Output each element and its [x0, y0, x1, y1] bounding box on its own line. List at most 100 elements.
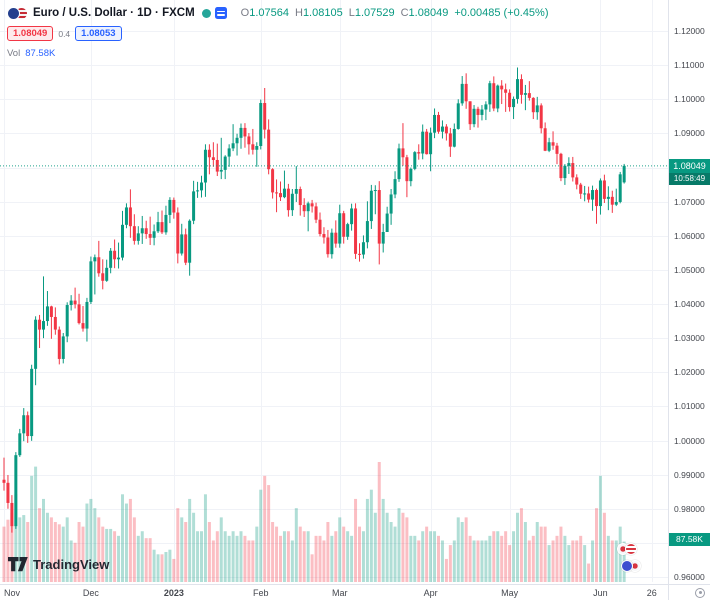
candle-body — [559, 153, 563, 179]
volume-bar — [373, 512, 377, 582]
volume-bar — [251, 540, 255, 582]
volume-badge: 87.58K — [669, 532, 710, 546]
tradingview-logo-icon — [8, 557, 28, 572]
volume-bar — [81, 526, 85, 582]
volume-bar — [456, 517, 460, 582]
volume-bar — [302, 531, 306, 582]
candle-body — [275, 192, 279, 194]
candle-body — [314, 206, 318, 220]
candle-body — [223, 156, 227, 170]
volume-bar — [298, 526, 302, 582]
volume-bar — [211, 540, 215, 582]
candle-body — [504, 89, 508, 93]
price-axis[interactable]: 1.120001.110001.100001.090001.080001.070… — [668, 0, 710, 584]
volume-bar — [42, 498, 45, 582]
sticker-flag-pair-2[interactable] — [621, 560, 641, 572]
volume-bar — [602, 512, 606, 582]
time-axis-label: Dec — [82, 588, 99, 598]
volume-bar — [34, 466, 38, 582]
candle-body — [184, 234, 188, 263]
candle-body — [610, 196, 614, 205]
volume-bar — [65, 517, 69, 582]
volume-bar — [425, 526, 429, 582]
axis-settings-icon[interactable] — [695, 587, 705, 598]
volume-bar — [69, 540, 73, 582]
candle-body — [500, 85, 504, 90]
candle-body — [286, 188, 290, 211]
candle-body — [124, 207, 128, 225]
candle-body — [492, 83, 496, 109]
price-axis-label: 1.07000 — [674, 196, 705, 207]
change-value: +0.00485 (+0.45%) — [454, 7, 549, 19]
candle-body — [519, 79, 523, 95]
candle-body — [49, 306, 53, 317]
sticker-flag-icon — [621, 560, 633, 572]
volume-bar — [310, 554, 314, 582]
ohlc-readout: O 1.07564 H 1.08105 L 1.07529 C 1.08049 +0.0… — [235, 7, 549, 19]
volume-bar — [417, 540, 421, 582]
volume-bar — [405, 517, 409, 582]
candle-body — [571, 163, 575, 178]
volume-bar — [512, 531, 516, 582]
volume-bar — [290, 540, 294, 582]
candle-body — [377, 190, 381, 244]
volume-bar — [421, 531, 425, 582]
volume-bar — [156, 554, 160, 582]
volume-bar — [73, 542, 77, 582]
eur-flag-icon — [7, 6, 20, 20]
volume-bar — [45, 512, 49, 582]
candle-body — [109, 250, 113, 268]
time-axis-label: Apr — [423, 588, 438, 598]
candle-body — [101, 273, 105, 281]
candle-body — [53, 316, 57, 330]
volume-bar — [488, 535, 492, 582]
last-price-value: 1.08049 — [669, 158, 710, 173]
symbol-title[interactable]: Euro / U.S. Dollar · 1D · FXCM — [33, 7, 195, 19]
candle-body — [531, 97, 535, 113]
volume-bar — [575, 540, 579, 582]
price-axis-label: 1.12000 — [674, 26, 705, 36]
price-axis-label: 1.05000 — [674, 264, 705, 275]
volume-bar — [429, 531, 433, 582]
candle-body — [211, 157, 215, 160]
volume-bar — [527, 540, 531, 582]
volume-bar — [113, 531, 117, 582]
candle-body — [10, 502, 14, 527]
chart-legend: Euro / U.S. Dollar · 1D · FXCM O 1.07564 … — [7, 5, 549, 59]
low-value: 1.07529 — [354, 7, 395, 19]
candle-body — [365, 221, 369, 243]
volume-bar — [531, 535, 535, 582]
volume-bar — [508, 545, 512, 582]
volume-bar — [53, 522, 57, 582]
volume-bar — [358, 526, 361, 582]
candle-body — [128, 207, 132, 227]
candle-body — [164, 214, 168, 233]
tradingview-watermark[interactable]: TradingView — [8, 557, 109, 572]
candle-body — [267, 129, 271, 170]
buy-button[interactable]: 1.08053 — [75, 26, 122, 41]
volume-bar — [409, 535, 413, 582]
price-axis-label: 1.11000 — [674, 60, 705, 71]
candle-body — [180, 234, 184, 254]
price-axis-label: 1.03000 — [674, 333, 705, 344]
low-label: L — [348, 7, 355, 19]
volume-bar — [314, 535, 318, 582]
volume-bar — [539, 526, 543, 582]
volume-bar — [492, 531, 496, 582]
sticker-stack[interactable] — [617, 543, 641, 572]
close-value: 1.08049 — [408, 7, 449, 19]
volume-bar — [342, 526, 346, 582]
candle-body — [350, 208, 354, 225]
volume-bar — [22, 515, 26, 582]
candle-body — [433, 114, 437, 133]
candle-body — [322, 234, 326, 238]
volume-bar — [235, 535, 239, 582]
stream-icon[interactable] — [214, 7, 227, 19]
sticker-flag-pair-1[interactable] — [617, 543, 641, 555]
sell-button[interactable]: 1.08049 — [7, 26, 54, 41]
candle-body — [117, 257, 121, 260]
time-axis[interactable]: Nov Dec 2023 Feb Mar Apr May Jun 26 — [0, 584, 668, 601]
volume-readout: Vol 87.58K — [7, 48, 549, 59]
volume-bar — [97, 517, 101, 582]
